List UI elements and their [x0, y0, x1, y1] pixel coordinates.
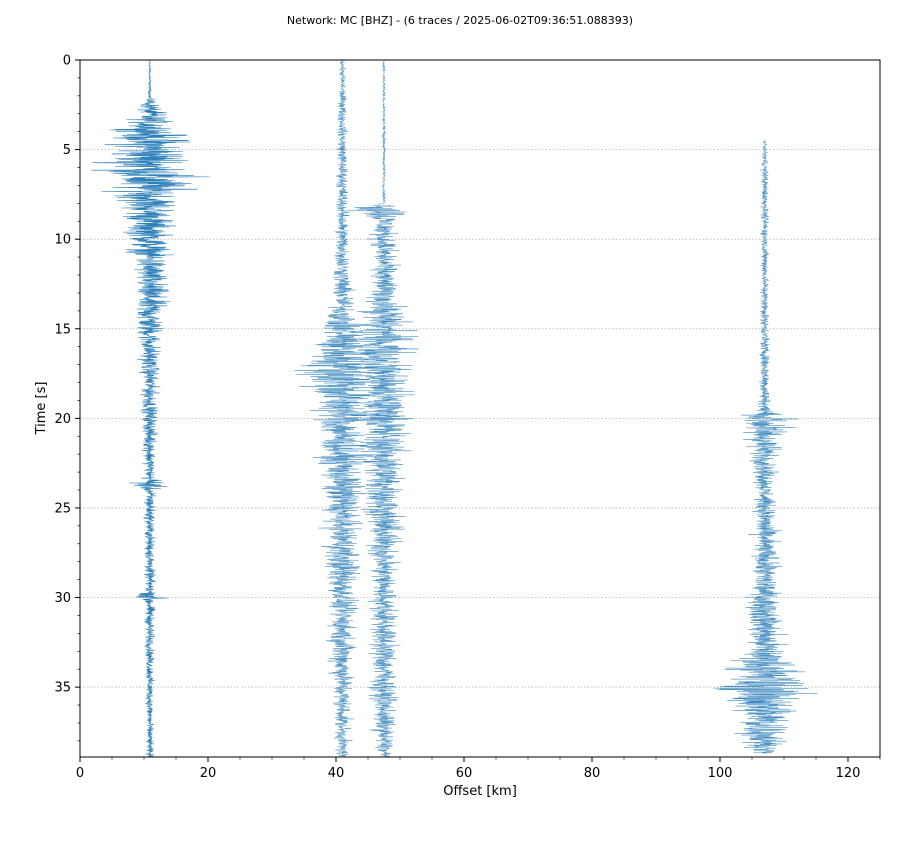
- x-tick-label: 20: [200, 766, 217, 781]
- seismic-trace: [294, 59, 385, 758]
- traces: [91, 59, 818, 758]
- x-tick-label: 100: [708, 766, 733, 781]
- y-axis-title: Time [s]: [34, 382, 49, 436]
- y-tick-label: 15: [54, 322, 71, 337]
- y-tick-label: 20: [54, 412, 71, 427]
- plot-frame: [79, 59, 881, 758]
- y-tick-label: 35: [54, 681, 71, 696]
- grid-lines: [80, 59, 880, 688]
- chart-title: Network: MC [BHZ] - (6 traces / 2025-06-…: [287, 14, 633, 27]
- seismic-trace: [713, 140, 818, 754]
- y-tick-label: 0: [63, 54, 71, 69]
- x-tick-label: 120: [836, 766, 861, 781]
- x-tick-label: 60: [456, 766, 473, 781]
- y-axis-ticks: 0 5 10 15 20 25 30 35: [54, 54, 80, 742]
- x-tick-label: 0: [76, 766, 84, 781]
- x-tick-label: 80: [584, 766, 601, 781]
- seismic-trace: [91, 59, 210, 758]
- y-tick-label: 5: [63, 143, 71, 158]
- y-tick-label: 10: [54, 233, 71, 248]
- x-tick-label: 40: [328, 766, 345, 781]
- y-tick-label: 25: [54, 501, 71, 516]
- x-axis-title: Offset [km]: [443, 784, 517, 799]
- seismic-trace: [344, 59, 419, 758]
- x-axis-ticks: 0 20 40 60 80 100 120: [76, 757, 881, 781]
- y-tick-label: 30: [54, 591, 71, 606]
